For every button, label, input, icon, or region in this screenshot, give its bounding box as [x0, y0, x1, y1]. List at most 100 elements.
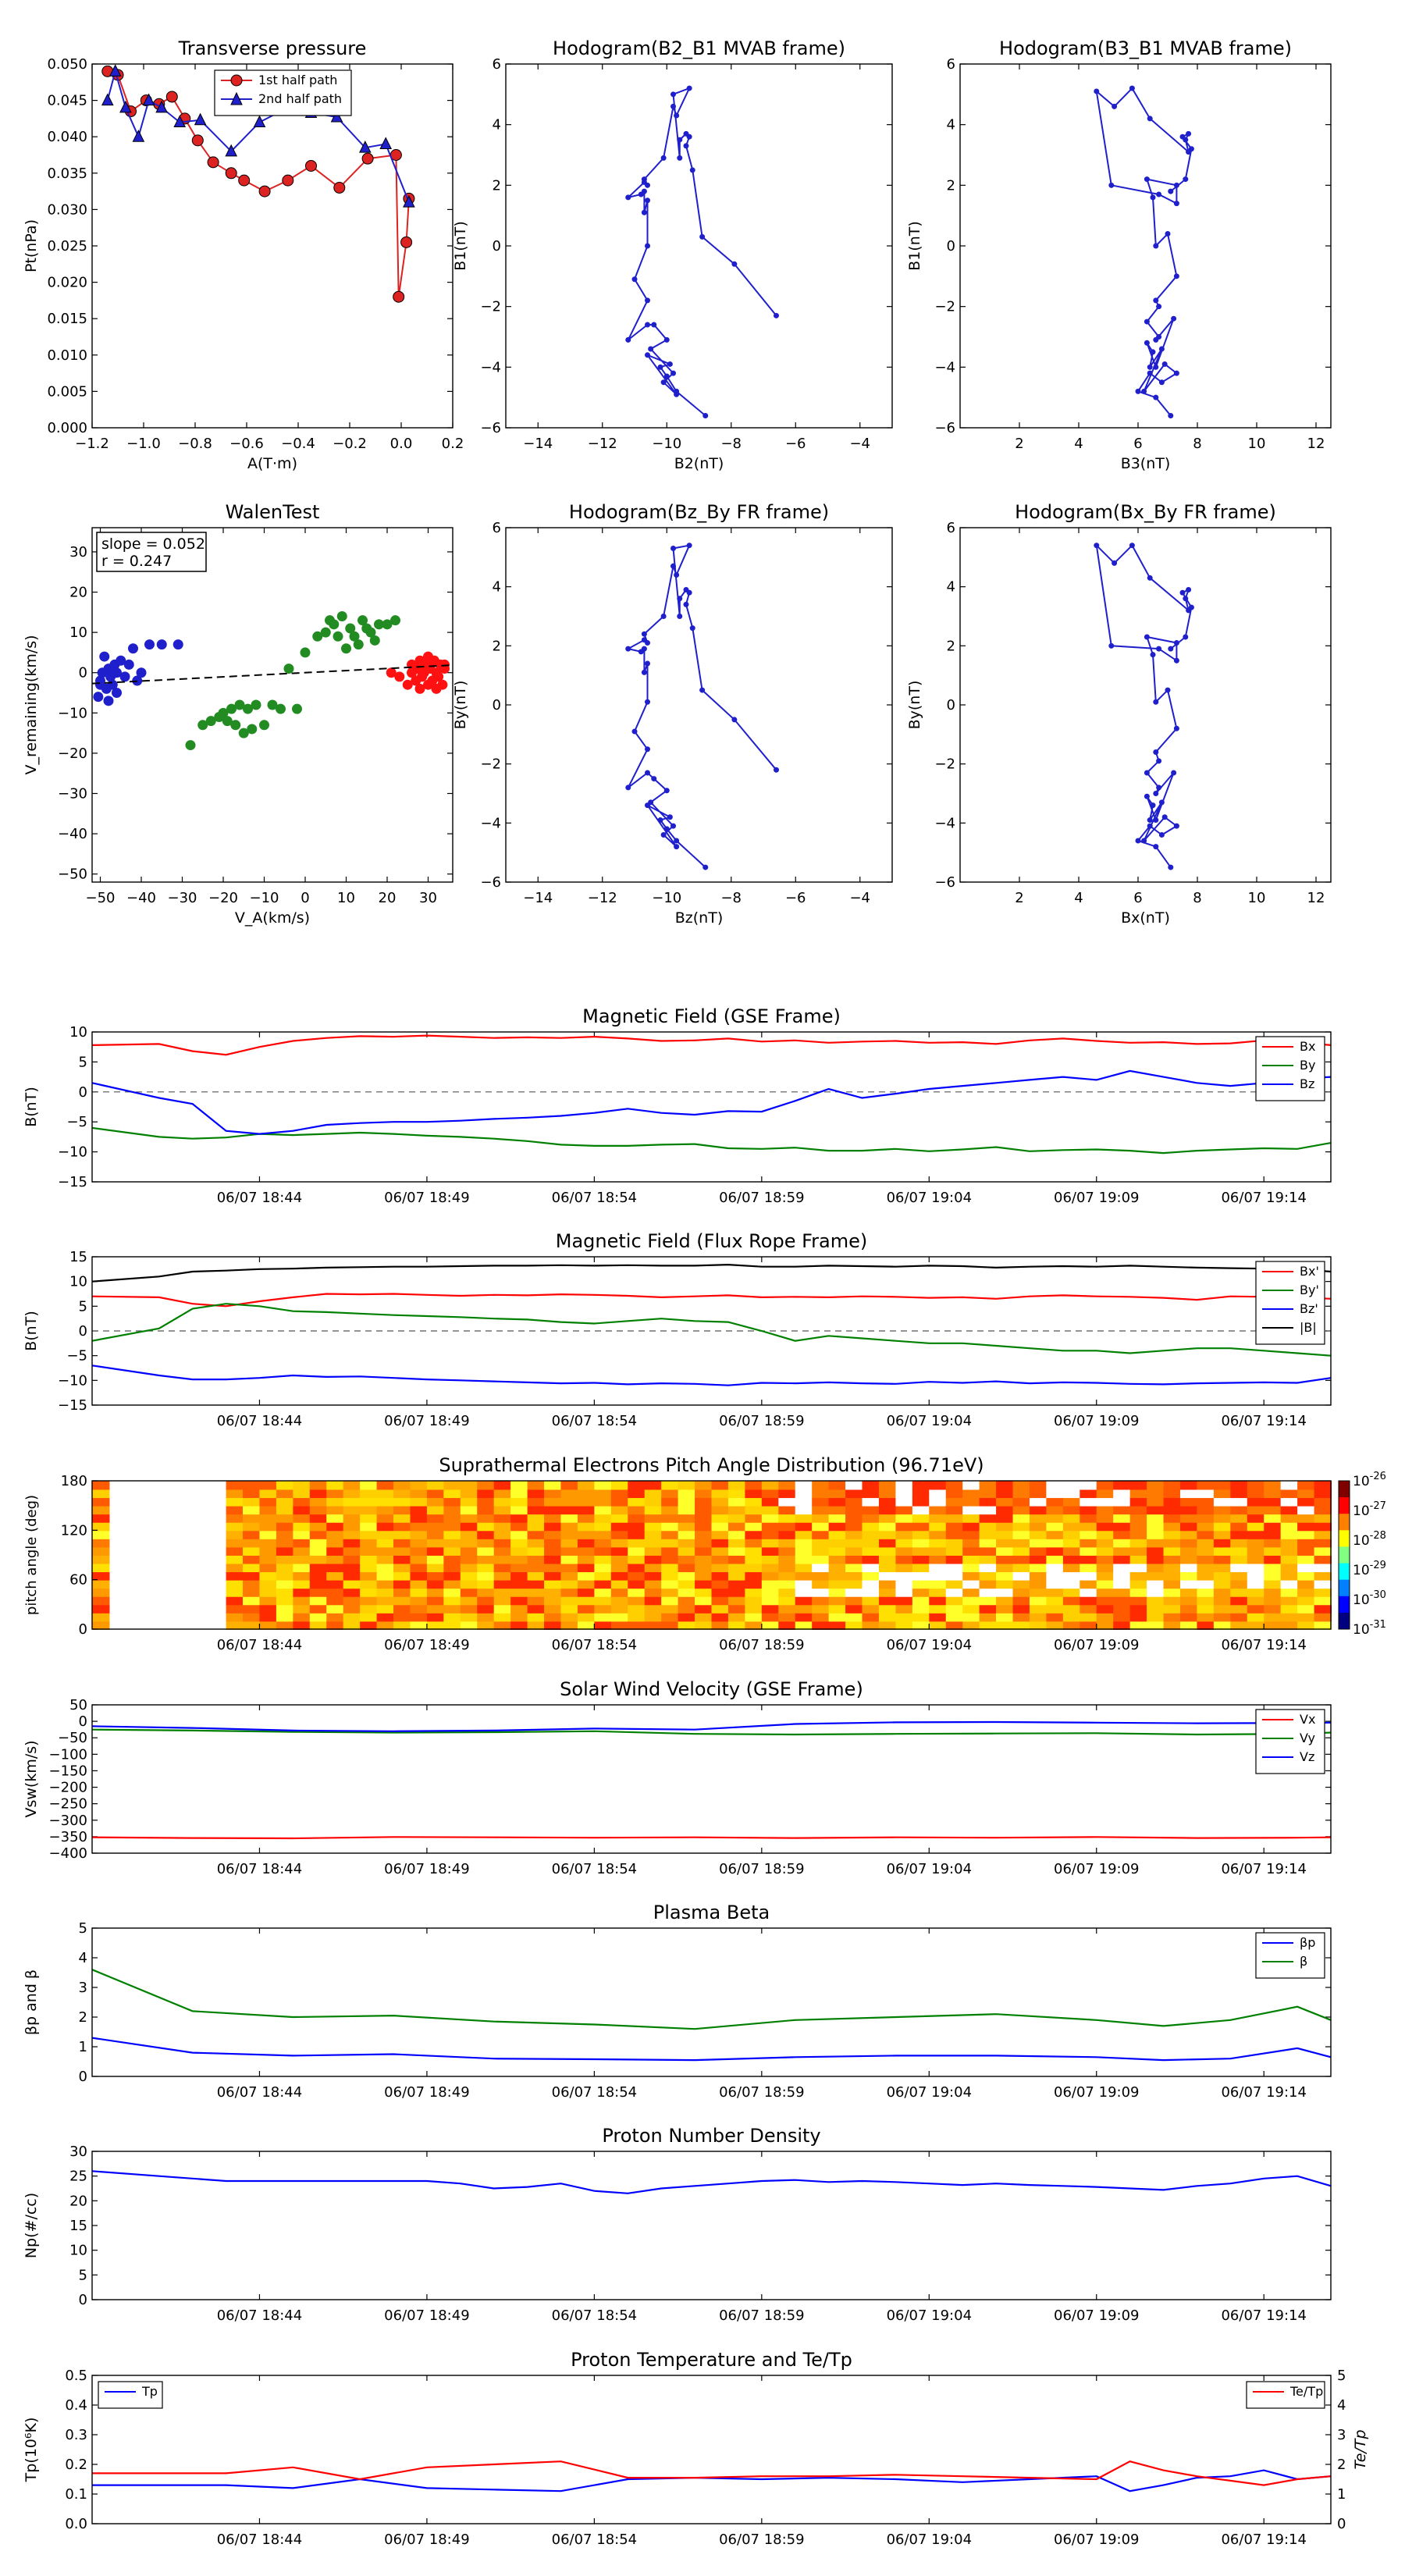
heatmap-cell [745, 1546, 763, 1556]
heatmap-cell [878, 1481, 897, 1490]
heatmap-cell [912, 1579, 930, 1589]
data-point [1183, 137, 1189, 143]
heatmap-cell [1012, 1489, 1031, 1499]
data-point [1156, 304, 1162, 310]
heatmap-cell [510, 1596, 528, 1606]
heatmap-cell [1314, 1604, 1332, 1614]
y-tick-label: −30 [58, 786, 87, 802]
heatmap-cell [326, 1621, 344, 1630]
y-tick-label: 3 [79, 1980, 87, 1996]
heatmap-cell [360, 1571, 378, 1581]
heatmap-cell [376, 1621, 395, 1630]
heatmap-cell [1280, 1571, 1299, 1581]
heatmap-cell [761, 1571, 780, 1581]
y-axis-label: Tp(10⁶K) [23, 2418, 40, 2483]
heatmap-cell [912, 1621, 930, 1630]
heatmap-cell [812, 1555, 830, 1564]
heatmap-cell [1247, 1555, 1265, 1564]
heatmap-cell [360, 1621, 378, 1630]
heatmap-cell [745, 1538, 763, 1548]
data-point [645, 746, 650, 753]
data-point [238, 174, 251, 187]
data-point [386, 667, 397, 678]
y-tick-label: 0.030 [47, 201, 87, 218]
x-tick-label: −8 [720, 436, 742, 452]
heatmap-cell [1179, 1588, 1198, 1597]
heatmap-cell [711, 1604, 729, 1614]
heatmap-cell [1147, 1489, 1165, 1499]
heatmap-cell [1163, 1497, 1182, 1507]
heatmap-cell [1012, 1514, 1031, 1523]
heatmap-cell [845, 1596, 863, 1606]
heatmap-cell [460, 1604, 478, 1614]
heatmap-cell [1012, 1521, 1031, 1532]
heatmap-cell [1163, 1546, 1182, 1556]
heatmap-cell [1230, 1546, 1248, 1556]
y-tick-label: 0 [79, 2069, 87, 2085]
heatmap-cell [745, 1497, 763, 1507]
heatmap-cell [945, 1604, 964, 1614]
heatmap-cell [1197, 1571, 1215, 1581]
heatmap-cell [878, 1521, 897, 1532]
heatmap-cell [1280, 1555, 1299, 1564]
data-point [1158, 831, 1165, 838]
data-point [660, 155, 667, 161]
data-point [112, 688, 122, 699]
time-tick-label: 06/07 18:49 [384, 1413, 469, 1429]
heatmap-cell [711, 1546, 729, 1556]
time-tick-label: 06/07 19:09 [1054, 2532, 1139, 2548]
heatmap-cell [309, 1571, 328, 1581]
data-point [683, 143, 689, 149]
heatmap-cell [1314, 1481, 1332, 1490]
heatmap-cell [276, 1538, 294, 1548]
y-tick-label: 6 [947, 520, 955, 536]
heatmap-cell [745, 1514, 763, 1523]
x-tick-label: −6 [785, 436, 806, 452]
heatmap-cell [1297, 1521, 1315, 1532]
heatmap-cell [226, 1538, 244, 1548]
heatmap-cell [376, 1588, 395, 1597]
y-tick-label: −250 [49, 1796, 87, 1813]
y-tick-label: −2 [934, 299, 955, 315]
plot-border [959, 527, 1332, 883]
x-axis-label: Bx(nT) [1121, 909, 1170, 927]
heatmap-cell [577, 1489, 596, 1499]
heatmap-cell [711, 1596, 729, 1606]
heatmap-cell [309, 1481, 328, 1490]
heatmap-cell [1314, 1612, 1332, 1622]
heatmap-cell [460, 1546, 478, 1556]
heatmap-cell [560, 1514, 578, 1523]
legend-label: 1st half path [258, 73, 337, 87]
heatmap-cell [1046, 1579, 1064, 1589]
data-point [1165, 687, 1171, 693]
heatmap-cell [1062, 1571, 1081, 1581]
heatmap-cell [477, 1481, 495, 1490]
data-point [1183, 634, 1189, 640]
heatmap-cell [393, 1579, 411, 1589]
heatmap-cell [1046, 1538, 1064, 1548]
y-tick-label: 30 [69, 544, 87, 560]
x-tick-label: −1.0 [126, 436, 161, 452]
heatmap-cell [895, 1538, 913, 1548]
heatmap-cell [862, 1497, 880, 1507]
heatmap-cell [1213, 1612, 1232, 1622]
x-tick-label: −14 [523, 436, 553, 452]
heatmap-cell [778, 1497, 796, 1507]
fit-line [91, 664, 454, 685]
heatmap-cell [610, 1579, 629, 1589]
heatmap-cell [1179, 1604, 1198, 1614]
heatmap-cell [1247, 1538, 1265, 1548]
heatmap-cell [1314, 1546, 1332, 1556]
heatmap-cell [460, 1505, 478, 1515]
heatmap-cell [711, 1555, 729, 1564]
heatmap-cell [594, 1612, 612, 1622]
heatmap-cell [1046, 1621, 1064, 1630]
heatmap-cell [812, 1481, 830, 1490]
heatmap-cell [1280, 1546, 1299, 1556]
y-tick-label: 0.025 [47, 238, 87, 254]
heatmap-cell [727, 1588, 746, 1597]
y-tick-label: −100 [49, 1746, 87, 1763]
heatmap-cell [628, 1596, 646, 1606]
heatmap-cell [1096, 1514, 1115, 1523]
data-point [349, 631, 360, 642]
